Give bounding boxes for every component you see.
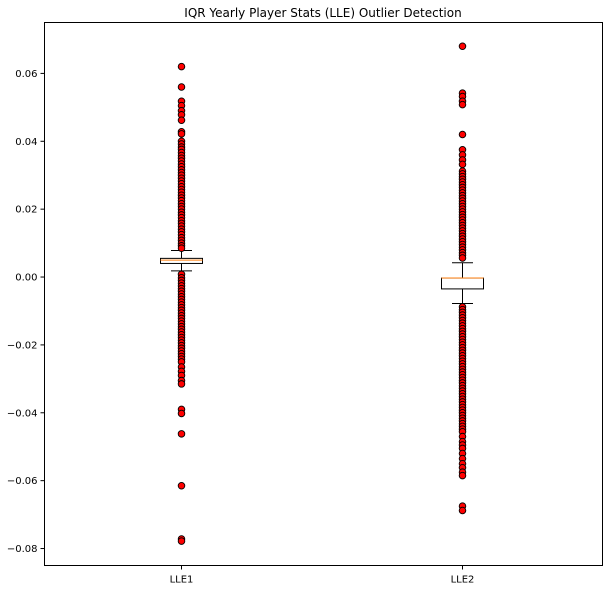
box-lle2: LLE2 xyxy=(441,42,484,586)
iqr-box xyxy=(441,277,484,290)
outlier-point xyxy=(458,471,467,480)
outlier-point xyxy=(177,430,186,438)
y-tick-label: −0.04 xyxy=(7,408,38,419)
x-tick-label: LLE1 xyxy=(170,575,194,586)
outlier-point xyxy=(458,254,467,262)
outlier-point xyxy=(177,244,186,252)
y-tick-label: 0.04 xyxy=(15,137,37,148)
x-tick-label: LLE2 xyxy=(451,575,475,586)
outlier-point xyxy=(177,537,186,545)
outlier-point xyxy=(177,481,186,490)
outlier-point xyxy=(458,160,467,169)
outlier-point xyxy=(177,409,186,418)
y-tick-label: 0.00 xyxy=(15,273,37,284)
iqr-box xyxy=(160,257,203,264)
plot-area: −0.08 −0.06 −0.04 −0.02 0.00 0.02 0.04 0.06 LLE1… xyxy=(7,42,484,586)
y-tick-label: −0.08 xyxy=(7,544,38,555)
plot-frame xyxy=(44,22,603,566)
chart-title: IQR Yearly Player Stats (LLE) Outlier De… xyxy=(184,6,461,20)
y-tick-label: −0.02 xyxy=(7,340,38,351)
y-tick-label: 0.06 xyxy=(15,69,37,80)
y-tick-label: 0.02 xyxy=(15,205,37,216)
outlier-point xyxy=(458,42,467,51)
outlier-point xyxy=(458,100,467,109)
y-tick-label: −0.06 xyxy=(7,476,38,487)
outlier-point xyxy=(177,83,186,91)
outlier-point xyxy=(177,116,186,124)
outlier-point xyxy=(177,130,186,138)
outlier-point xyxy=(177,62,186,71)
outlier-point xyxy=(458,130,467,139)
outlier-point xyxy=(458,506,467,515)
outlier-point xyxy=(177,380,186,388)
box-lle1: LLE1 xyxy=(160,62,203,586)
